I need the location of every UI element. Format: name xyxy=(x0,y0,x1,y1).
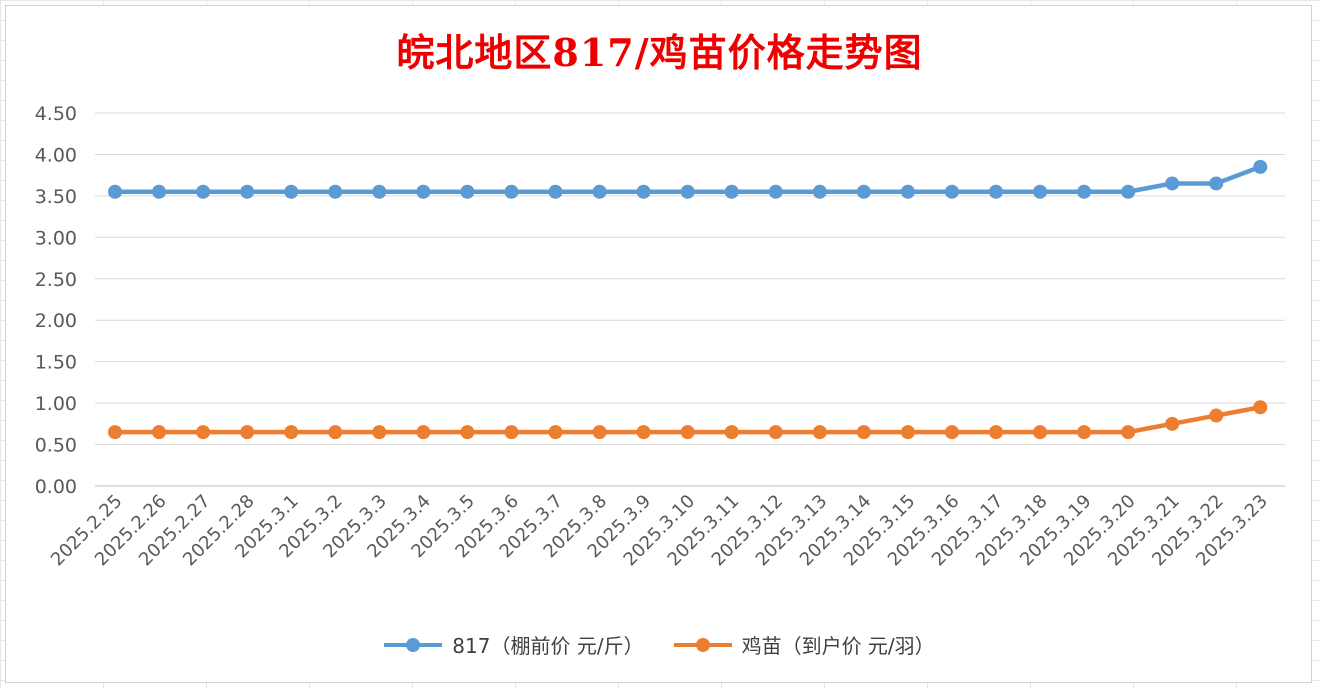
series-point-0 xyxy=(944,184,959,199)
chart-title: 皖北地区817/鸡苗价格走势图 xyxy=(396,30,923,75)
series-point-1 xyxy=(989,425,1003,440)
legend-label-817: 817（棚前价 元/斤） xyxy=(452,634,644,658)
series-point-0 xyxy=(1165,176,1180,191)
y-tick-label: 3.50 xyxy=(35,186,77,208)
y-tick-label: 0.50 xyxy=(35,435,77,457)
series-point-1 xyxy=(1253,400,1268,415)
series-point-1 xyxy=(1165,416,1180,431)
series-point-0 xyxy=(768,184,783,199)
y-tick-label: 4.50 xyxy=(35,103,77,125)
series-point-1 xyxy=(460,425,475,440)
series-point-1 xyxy=(196,425,211,440)
series-point-1 xyxy=(328,425,343,440)
series-point-0 xyxy=(636,184,651,199)
series-point-1 xyxy=(900,425,915,440)
legend-item-chick[interactable]: 鸡苗（到户价 元/羽） xyxy=(673,630,935,659)
series-point-0 xyxy=(108,184,122,199)
series-point-0 xyxy=(504,184,519,199)
series-point-1 xyxy=(724,425,739,440)
series-point-0 xyxy=(900,184,915,199)
series-point-1 xyxy=(1121,425,1136,440)
series-point-1 xyxy=(812,425,827,440)
series-point-0 xyxy=(548,184,563,199)
series-point-0 xyxy=(724,184,739,199)
legend-swatch-817 xyxy=(384,634,443,656)
series-point-1 xyxy=(1033,425,1048,440)
series-point-1 xyxy=(240,425,255,440)
series-point-1 xyxy=(944,425,959,440)
series-point-0 xyxy=(372,184,387,199)
series-point-0 xyxy=(592,184,607,199)
y-tick-label: 4.00 xyxy=(35,144,77,166)
y-axis: 0.00 0.50 1.00 1.50 2.00 2.50 3.00 3.50 4.00 4.50 xyxy=(35,103,77,498)
legend-swatch-chick xyxy=(673,634,732,656)
y-tick-label: 1.00 xyxy=(35,393,77,415)
series-point-1 xyxy=(284,425,299,440)
y-tick-label: 3.00 xyxy=(35,227,77,249)
series-point-1 xyxy=(152,425,167,440)
series-point-0 xyxy=(152,184,167,199)
legend-item-817[interactable]: 817（棚前价 元/斤） xyxy=(384,630,644,659)
series-point-0 xyxy=(240,184,255,199)
series-point-0 xyxy=(1033,184,1048,199)
series-point-1 xyxy=(1077,425,1092,440)
y-tick-label: 2.00 xyxy=(35,310,77,332)
y-tick-label: 0.00 xyxy=(35,476,77,498)
series-point-0 xyxy=(1121,184,1136,199)
x-axis: 2025.2.252025.2.262025.2.272025.2.282025… xyxy=(47,491,1272,571)
series-point-0 xyxy=(1209,176,1224,191)
series-point-0 xyxy=(680,184,695,199)
series-point-1 xyxy=(372,425,387,440)
series-point-0 xyxy=(1253,159,1268,174)
series-group xyxy=(108,159,1268,440)
series-point-1 xyxy=(680,425,695,440)
series-point-1 xyxy=(768,425,783,440)
series-point-1 xyxy=(856,425,871,440)
y-tick-label: 2.50 xyxy=(35,269,77,291)
series-point-1 xyxy=(548,425,563,440)
series-point-1 xyxy=(636,425,651,440)
series-point-1 xyxy=(504,425,519,440)
legend-label-chick: 鸡苗（到户价 元/羽） xyxy=(741,634,935,658)
series-point-0 xyxy=(196,184,211,199)
series-point-1 xyxy=(108,425,122,440)
series-point-1 xyxy=(1209,408,1224,423)
series-point-1 xyxy=(592,425,607,440)
series-point-0 xyxy=(1077,184,1092,199)
series-point-0 xyxy=(416,184,431,199)
series-point-0 xyxy=(989,184,1003,199)
series-point-0 xyxy=(284,184,299,199)
legend: 817（棚前价 元/斤） 鸡苗（到户价 元/羽） xyxy=(0,630,1319,659)
series-point-0 xyxy=(856,184,871,199)
y-tick-label: 1.50 xyxy=(35,352,77,374)
series-point-0 xyxy=(328,184,343,199)
chart-frame[interactable] xyxy=(5,5,1312,683)
series-point-1 xyxy=(416,425,431,440)
series-point-0 xyxy=(460,184,475,199)
series-point-0 xyxy=(812,184,827,199)
